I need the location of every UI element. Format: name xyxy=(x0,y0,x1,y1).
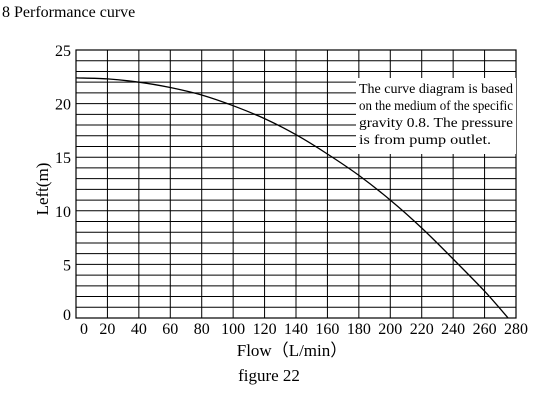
figure-caption: figure 22 xyxy=(238,366,300,385)
x-tick-label: 260 xyxy=(473,321,497,338)
y-tick-label: 0 xyxy=(63,307,71,324)
annotation-line: gravity 0.8. The pressure xyxy=(359,115,513,130)
x-tick-label: 280 xyxy=(504,321,528,338)
page-heading: 8 Performance curve xyxy=(2,4,136,21)
y-tick-label: 20 xyxy=(55,97,71,114)
x-tick-label: 40 xyxy=(131,321,147,338)
x-tick-label: 180 xyxy=(347,321,371,338)
chart-annotation: The curve diagram is based on the medium … xyxy=(356,78,516,154)
y-tick-label: 15 xyxy=(55,150,71,167)
plot-border xyxy=(75,49,517,319)
y-tick-label: 25 xyxy=(55,43,71,60)
annotation-line: is from pump outlet. xyxy=(359,132,491,147)
x-tick-label: 60 xyxy=(162,321,178,338)
x-axis-label: Flow（L/min） xyxy=(237,341,348,360)
x-tick-label: 240 xyxy=(441,321,465,338)
x-axis-ticks: 0 20 40 60 80 100 120 140 160 180 200 220 240 260 280 xyxy=(80,321,528,338)
x-tick-label: 0 xyxy=(80,321,88,338)
chart-series xyxy=(75,77,509,319)
y-tick-label: 10 xyxy=(55,204,71,221)
x-tick-label: 220 xyxy=(410,321,434,338)
chart-frame xyxy=(75,49,517,319)
y-axis-ticks: 0 5 10 15 20 25 xyxy=(55,43,71,324)
y-axis-label: Left(m) xyxy=(33,163,52,216)
x-tick-label: 120 xyxy=(253,321,277,338)
x-tick-label: 160 xyxy=(315,321,339,338)
annotation-box xyxy=(356,78,516,154)
x-tick-label: 140 xyxy=(284,321,308,338)
x-tick-label: 20 xyxy=(99,321,115,338)
performance-curve xyxy=(75,77,509,319)
y-tick-label: 5 xyxy=(63,257,71,274)
x-tick-label: 100 xyxy=(221,321,245,338)
annotation-line: on the medium of the specific xyxy=(359,98,513,113)
x-tick-label: 200 xyxy=(378,321,402,338)
annotation-line: The curve diagram is based xyxy=(359,81,513,96)
x-tick-label: 80 xyxy=(194,321,210,338)
